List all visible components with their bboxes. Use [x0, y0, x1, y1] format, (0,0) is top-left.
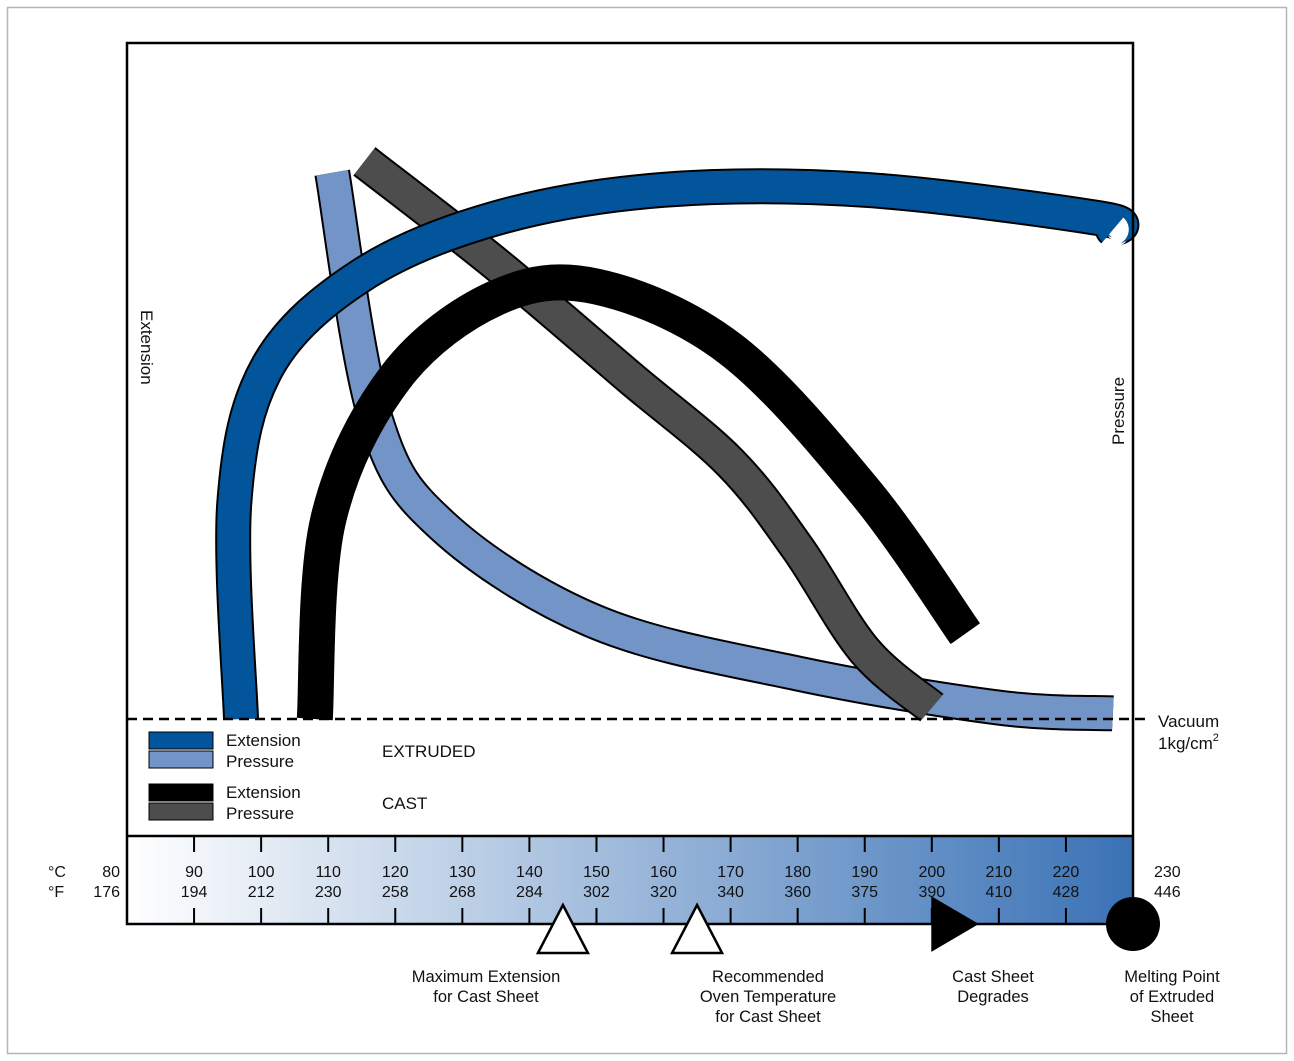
legend-group-extruded: EXTRUDED — [382, 742, 476, 761]
tick-label-c: 80 — [102, 864, 120, 881]
annotation-marker-filled-triangle — [931, 896, 979, 952]
tick-label-f: 375 — [851, 884, 878, 901]
tick-label-f: 268 — [449, 884, 476, 901]
annotation-label-line: Melting Point — [1124, 968, 1220, 986]
legend-swatch-extruded-extension — [148, 731, 214, 750]
tick-label-c: 180 — [784, 864, 811, 881]
tick-label-f: 194 — [181, 884, 208, 901]
cast-extension-fill — [298, 266, 979, 721]
legend-swatch-cast-extension — [148, 783, 214, 802]
extruded-extension-band — [215, 168, 1140, 720]
annotation-label-line: for Cast Sheet — [433, 988, 539, 1006]
curve-bands — [215, 147, 1140, 732]
tick-label-c: 190 — [851, 864, 878, 881]
annotation-marker-circle — [1106, 897, 1160, 951]
tick-label-c: 140 — [516, 864, 543, 881]
cast-pressure-band — [353, 147, 944, 722]
legend-group-cast: CAST — [382, 794, 427, 813]
tick-label-f: 230 — [315, 884, 342, 901]
annotation-label: Recommended Oven Temperature for Cast Shee… — [700, 968, 836, 1026]
tick-label-f: 302 — [583, 884, 610, 901]
cast-pressure-fill — [354, 148, 943, 721]
annotation-label-line: Sheet — [1150, 1008, 1194, 1026]
tick-label-f: 284 — [516, 884, 543, 901]
vacuum-value-text: 1kg/cm — [1158, 734, 1213, 753]
tick-label-f: 320 — [650, 884, 677, 901]
vacuum-label: Vacuum — [1158, 712, 1219, 731]
annotations: Maximum Extension for Cast SheetRecommend… — [412, 896, 1220, 1026]
tick-label-c: 160 — [650, 864, 677, 881]
annotation-label-line: Oven Temperature — [700, 988, 836, 1006]
legend-swatch-extruded-pressure — [148, 750, 214, 769]
tick-label-f: 360 — [784, 884, 811, 901]
cast-extension-band — [296, 264, 981, 721]
unit-celsius: °C — [48, 864, 66, 881]
y-label-right: Pressure — [1109, 377, 1128, 445]
annotation-label-line: Maximum Extension — [412, 968, 561, 986]
y-label-left: Extension — [137, 310, 156, 385]
legend-label-extruded-pressure: Pressure — [226, 752, 294, 771]
annotation-label-line: Degrades — [957, 988, 1029, 1006]
annotation-label: Melting Point of Extruded Sheet — [1124, 968, 1220, 1026]
tick-label-c: 110 — [315, 864, 341, 881]
annotation-label-line: for Cast Sheet — [715, 1008, 821, 1026]
annotation-label: Maximum Extension for Cast Sheet — [412, 968, 561, 1006]
annotation-label-line: Cast Sheet — [952, 968, 1034, 986]
tick-label-c: 210 — [986, 864, 1013, 881]
extruded-extension-fill — [217, 170, 1138, 720]
vacuum-value-exponent: 2 — [1213, 732, 1219, 744]
legend-label-cast-extension: Extension — [226, 783, 301, 802]
legend-swatch-cast-pressure — [148, 802, 214, 821]
annotation-label: Cast Sheet Degrades — [952, 968, 1034, 1006]
temperature-gradient-bar — [127, 836, 1133, 924]
annotation-label-line: of Extruded — [1130, 988, 1214, 1006]
tick-label-f: 428 — [1053, 884, 1080, 901]
tick-label-c: 170 — [717, 864, 744, 881]
tick-label-f: 446 — [1154, 884, 1181, 901]
tick-label-c: 120 — [382, 864, 409, 881]
tick-label-f: 340 — [717, 884, 744, 901]
vacuum-value: 1kg/cm2 — [1158, 732, 1219, 753]
annotation-marker-open-triangle — [535, 902, 590, 955]
tick-label-c: 230 — [1154, 864, 1181, 881]
annotation-marker-open-triangle — [670, 902, 725, 955]
plot-frame — [125, 41, 1135, 926]
tick-label-f: 212 — [248, 884, 275, 901]
tick-label-f: 176 — [93, 884, 120, 901]
tick-label-c: 90 — [185, 864, 203, 881]
tick-label-c: 130 — [449, 864, 476, 881]
tick-label-c: 200 — [918, 864, 945, 881]
outer-frame — [6, 6, 1288, 1055]
annotation-label-line: Recommended — [712, 968, 824, 986]
tick-label-f: 258 — [382, 884, 409, 901]
tick-label-c: 100 — [248, 864, 275, 881]
legend-label-cast-pressure: Pressure — [226, 804, 294, 823]
unit-fahrenheit: °F — [48, 884, 64, 901]
tick-label-f: 390 — [918, 884, 945, 901]
legend-label-extruded-extension: Extension — [226, 731, 301, 750]
tick-label-c: 220 — [1053, 864, 1080, 881]
legend: Extension Pressure EXTRUDED Extension Pr… — [148, 731, 476, 823]
tick-label-c: 150 — [583, 864, 610, 881]
temperature-ticks: 80 176 90 194 100 212 110 230 120 258 130 268 140 284… — [93, 836, 1181, 924]
tick-label-f: 410 — [986, 884, 1013, 901]
